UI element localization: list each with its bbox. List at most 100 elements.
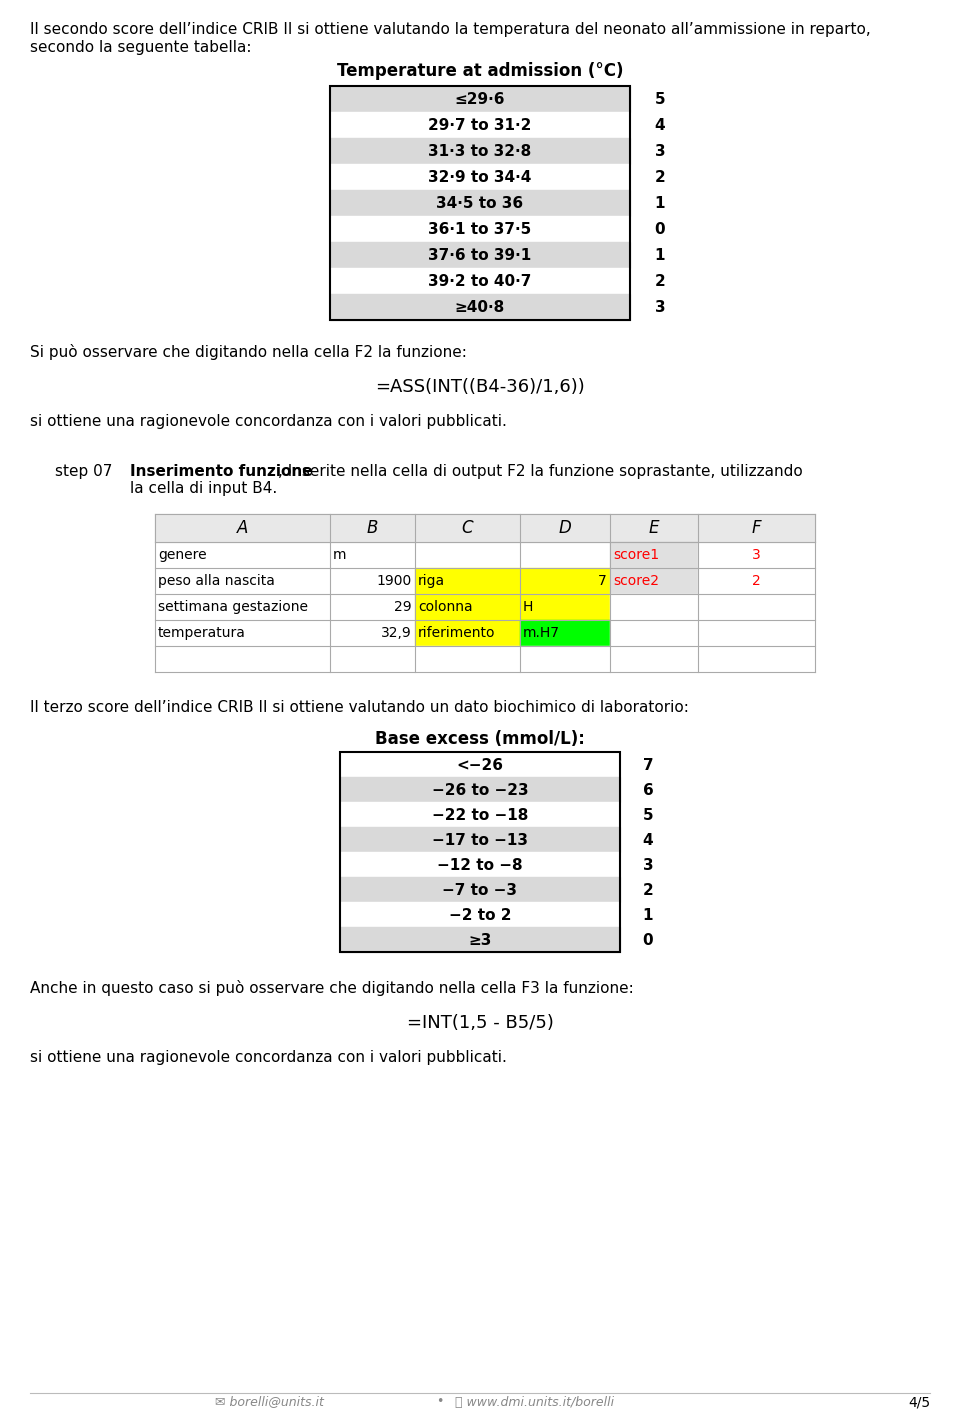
Text: 5: 5 bbox=[655, 92, 665, 108]
Bar bbox=[330, 164, 630, 190]
Text: Anche in questo caso si può osservare che digitando nella cella F3 la funzione:: Anche in questo caso si può osservare ch… bbox=[30, 981, 634, 996]
Text: C: C bbox=[462, 519, 473, 538]
Bar bbox=[155, 542, 330, 567]
Bar bbox=[330, 86, 630, 320]
Text: <−26: <−26 bbox=[457, 758, 503, 773]
Bar bbox=[698, 594, 815, 620]
Text: Base excess (mmol/L):: Base excess (mmol/L): bbox=[375, 730, 585, 749]
Text: 7: 7 bbox=[642, 758, 654, 773]
Bar bbox=[415, 567, 520, 594]
Text: 32·9 to 34·4: 32·9 to 34·4 bbox=[428, 170, 532, 185]
Text: si ottiene una ragionevole concordanza con i valori pubblicati.: si ottiene una ragionevole concordanza c… bbox=[30, 1050, 507, 1065]
Bar bbox=[520, 542, 610, 567]
Bar bbox=[520, 620, 610, 647]
Text: 4: 4 bbox=[655, 119, 665, 133]
Bar bbox=[340, 826, 620, 852]
Text: 3: 3 bbox=[642, 857, 654, 873]
Bar bbox=[330, 242, 630, 267]
Bar bbox=[330, 647, 415, 672]
Text: A: A bbox=[237, 519, 249, 538]
Text: 1900: 1900 bbox=[376, 574, 412, 589]
Bar bbox=[330, 112, 630, 139]
Text: 2: 2 bbox=[655, 275, 665, 290]
Bar bbox=[340, 751, 620, 777]
Bar bbox=[610, 594, 698, 620]
Text: E: E bbox=[649, 519, 660, 538]
Text: 29: 29 bbox=[395, 600, 412, 614]
Bar bbox=[520, 567, 610, 594]
Bar bbox=[330, 620, 415, 647]
Bar bbox=[340, 802, 620, 826]
Bar bbox=[330, 267, 630, 294]
Bar bbox=[340, 852, 620, 877]
Text: ✉ borelli@units.it: ✉ borelli@units.it bbox=[215, 1395, 324, 1408]
Text: si ottiene una ragionevole concordanza con i valori pubblicati.: si ottiene una ragionevole concordanza c… bbox=[30, 415, 507, 429]
Text: 3: 3 bbox=[655, 300, 665, 316]
Text: −12 to −8: −12 to −8 bbox=[437, 857, 523, 873]
Text: 0: 0 bbox=[655, 222, 665, 238]
Text: riga: riga bbox=[418, 574, 445, 589]
Bar bbox=[340, 751, 620, 952]
Text: la cella di input B4.: la cella di input B4. bbox=[130, 481, 277, 497]
Text: 4/5: 4/5 bbox=[908, 1395, 930, 1409]
Bar bbox=[155, 620, 330, 647]
Text: =ASS(INT((B4-36)/1,6)): =ASS(INT((B4-36)/1,6)) bbox=[375, 378, 585, 396]
Text: settimana gestazione: settimana gestazione bbox=[158, 600, 308, 614]
Bar bbox=[340, 877, 620, 901]
Text: score1: score1 bbox=[613, 548, 660, 562]
Text: D: D bbox=[559, 519, 571, 538]
Text: 1: 1 bbox=[655, 249, 665, 263]
Text: Si può osservare che digitando nella cella F2 la funzione:: Si può osservare che digitando nella cel… bbox=[30, 344, 467, 359]
Bar bbox=[330, 294, 630, 320]
Bar bbox=[415, 647, 520, 672]
Text: 34·5 to 36: 34·5 to 36 bbox=[437, 197, 523, 211]
Text: step 07: step 07 bbox=[55, 464, 112, 480]
Text: 1: 1 bbox=[655, 197, 665, 211]
Text: Inserimento funzione: Inserimento funzione bbox=[130, 464, 313, 480]
Text: −22 to −18: −22 to −18 bbox=[432, 808, 528, 824]
Bar bbox=[698, 647, 815, 672]
Text: 32,9: 32,9 bbox=[381, 625, 412, 640]
Text: −7 to −3: −7 to −3 bbox=[443, 883, 517, 899]
Text: 37·6 to 39·1: 37·6 to 39·1 bbox=[428, 249, 532, 263]
Text: 7: 7 bbox=[598, 574, 607, 589]
Text: 2: 2 bbox=[752, 574, 761, 589]
Text: ≥3: ≥3 bbox=[468, 932, 492, 948]
Text: Temperature at admission (°C): Temperature at admission (°C) bbox=[337, 62, 623, 81]
Text: F: F bbox=[752, 519, 761, 538]
Text: temperatura: temperatura bbox=[158, 625, 246, 640]
Bar bbox=[415, 594, 520, 620]
Text: 2: 2 bbox=[642, 883, 654, 899]
Text: 3: 3 bbox=[752, 548, 761, 562]
Text: m: m bbox=[333, 548, 347, 562]
Text: −2 to 2: −2 to 2 bbox=[448, 908, 512, 923]
Text: 5: 5 bbox=[642, 808, 654, 824]
Text: , Inserite nella cella di output F2 la funzione soprastante, utilizzando: , Inserite nella cella di output F2 la f… bbox=[278, 464, 803, 480]
Text: score2: score2 bbox=[613, 574, 659, 589]
Bar bbox=[155, 514, 815, 542]
Bar bbox=[610, 567, 698, 594]
Text: riferimento: riferimento bbox=[418, 625, 495, 640]
Bar bbox=[330, 594, 415, 620]
Bar bbox=[698, 620, 815, 647]
Text: H: H bbox=[523, 600, 534, 614]
Bar bbox=[330, 567, 415, 594]
Text: secondo la seguente tabella:: secondo la seguente tabella: bbox=[30, 40, 252, 55]
Bar bbox=[610, 620, 698, 647]
Text: Il terzo score dell’indice CRIB II si ottiene valutando un dato biochimico di la: Il terzo score dell’indice CRIB II si ot… bbox=[30, 700, 689, 715]
Text: −26 to −23: −26 to −23 bbox=[432, 782, 528, 798]
Text: 6: 6 bbox=[642, 782, 654, 798]
Bar bbox=[340, 927, 620, 952]
Bar bbox=[155, 647, 330, 672]
Bar bbox=[520, 647, 610, 672]
Bar bbox=[155, 594, 330, 620]
Text: Il secondo score dell’indice CRIB II si ottiene valutando la temperatura del neo: Il secondo score dell’indice CRIB II si … bbox=[30, 23, 871, 37]
Bar bbox=[330, 139, 630, 164]
Bar bbox=[520, 594, 610, 620]
Text: peso alla nascita: peso alla nascita bbox=[158, 574, 275, 589]
Text: 2: 2 bbox=[655, 170, 665, 185]
Bar bbox=[330, 216, 630, 242]
Text: −17 to −13: −17 to −13 bbox=[432, 833, 528, 848]
Bar bbox=[610, 542, 698, 567]
Bar bbox=[330, 86, 630, 112]
